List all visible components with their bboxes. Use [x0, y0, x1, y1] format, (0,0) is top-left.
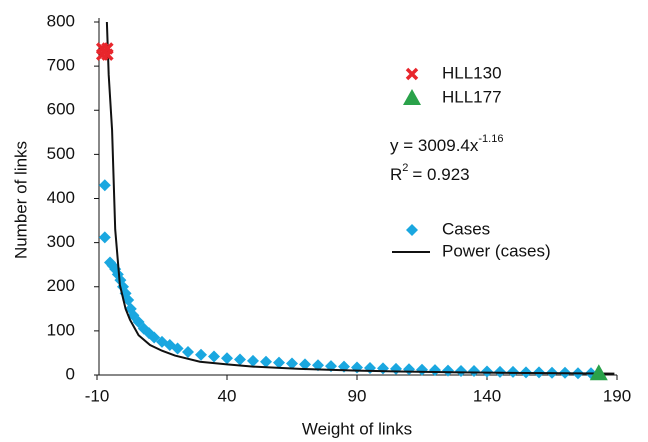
legend-marker	[403, 89, 421, 105]
equation-exponent: -1.16	[478, 133, 503, 145]
y-tick-label: 300	[47, 232, 75, 251]
y-tick-label: 200	[47, 276, 75, 295]
y-tick-label: 600	[47, 100, 75, 119]
y-axis-title: Number of links	[11, 141, 30, 259]
diamond-marker	[182, 346, 194, 359]
diamond-marker	[481, 365, 493, 378]
legend-label: HLL177	[442, 87, 502, 106]
diamond-marker	[299, 358, 311, 371]
y-tick-label: 700	[47, 56, 75, 75]
diamond-marker	[195, 348, 207, 361]
y-tick-label: 100	[47, 320, 75, 339]
x-axis-title: Weight of links	[302, 419, 412, 438]
legend-marker	[405, 67, 419, 81]
diamond-marker	[247, 354, 259, 367]
x-tick-label: 190	[603, 386, 631, 405]
diamond-marker	[260, 355, 272, 368]
y-tick-label: 500	[47, 144, 75, 163]
legend-label: Cases	[442, 219, 490, 238]
diamond-marker	[221, 352, 233, 365]
diamond-marker	[429, 364, 441, 377]
equation: y = 3009.4x-1.16	[390, 133, 503, 156]
x-tick-label: 90	[348, 386, 367, 405]
x-tick-label: 40	[218, 386, 237, 405]
diamond-marker	[377, 362, 389, 375]
equation-text: y = 3009.4x	[390, 136, 479, 155]
diamond-marker	[416, 363, 428, 376]
triangle-marker	[589, 364, 608, 381]
r2-rest: = 0.923	[412, 165, 469, 184]
diamond-marker	[98, 179, 111, 192]
diamond-marker	[364, 361, 376, 374]
diamond-marker	[286, 357, 298, 370]
diamond-marker	[234, 353, 246, 366]
diamond-marker	[98, 231, 111, 244]
legend-marker	[406, 224, 418, 236]
y-tick-label: 0	[66, 364, 75, 383]
trend-line	[105, 21, 615, 375]
y-tick-label: 400	[47, 188, 75, 207]
x-marker	[101, 48, 114, 61]
r2-exponent: 2	[402, 162, 408, 174]
y-tick-label: 800	[47, 11, 75, 30]
diamond-marker	[455, 365, 467, 378]
diamond-marker	[208, 350, 220, 363]
diamond-marker	[442, 364, 454, 377]
r2-base: R	[390, 165, 402, 184]
x-tick-label: -10	[85, 386, 110, 405]
legend-label: HLL130	[442, 63, 502, 82]
diamond-marker	[468, 365, 480, 378]
legend-label: Power (cases)	[442, 241, 551, 260]
diamond-marker	[171, 342, 184, 355]
diamond-marker	[148, 331, 161, 344]
diamond-marker	[390, 362, 402, 375]
diamond-marker	[351, 361, 363, 374]
diamond-marker	[273, 356, 285, 369]
diamond-marker	[403, 363, 415, 376]
r-squared: R2 = 0.923	[390, 162, 470, 185]
x-tick-label: 140	[473, 386, 501, 405]
